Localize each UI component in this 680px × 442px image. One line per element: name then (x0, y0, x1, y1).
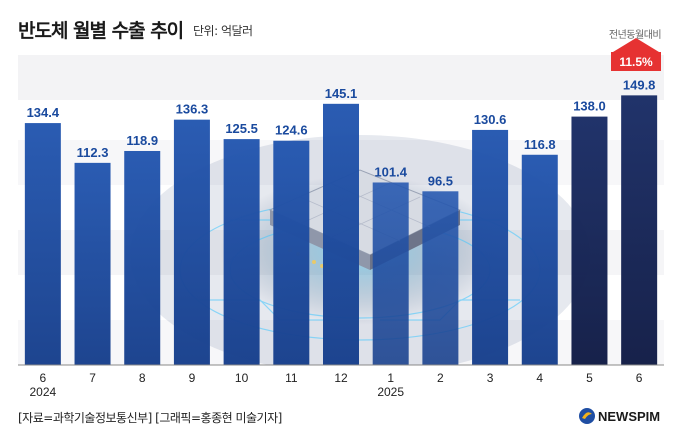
x-tick-labels-group: 6 7 8 9 10 11 12 1 2 3 4 5 6 (40, 371, 643, 385)
value-label-2: 118.9 (126, 133, 158, 148)
bar-7 (372, 182, 409, 365)
value-label-3: 136.3 (176, 102, 209, 117)
x-tick-label-1: 7 (89, 371, 96, 385)
yoy-caption: 전년동월대비 (608, 30, 662, 41)
x-tick-label-8: 2 (437, 371, 444, 385)
chart-title: 반도체 월별 수출 추이 (18, 20, 184, 42)
bar-9 (472, 129, 509, 365)
value-label-7: 101.4 (374, 164, 407, 179)
newspim-logo: NEWSPIM (579, 408, 660, 424)
unit-label: 단위: 억달러 (193, 24, 253, 38)
value-label-6: 145.1 (325, 86, 358, 101)
up-arrow-icon (613, 38, 659, 52)
x-tick-label-7: 1 (387, 371, 394, 385)
bar-0 (24, 123, 61, 365)
value-label-8: 96.5 (428, 173, 453, 188)
bar-12 (621, 95, 658, 366)
yoy-change-value: 11.5% (619, 55, 653, 69)
value-label-11: 138.0 (573, 99, 606, 114)
bar-3 (173, 119, 210, 365)
value-label-1: 112.3 (77, 145, 109, 160)
year-label-0: 2024 (29, 385, 56, 399)
value-label-0: 134.4 (27, 105, 60, 120)
bar-1 (74, 162, 111, 365)
x-tick-label-3: 9 (189, 371, 196, 385)
bar-2 (124, 150, 161, 365)
value-label-12: 149.8 (623, 77, 656, 92)
bar-6 (323, 103, 359, 365)
x-tick-label-5: 11 (285, 371, 298, 385)
x-tick-label-12: 6 (636, 371, 643, 385)
bars-group (24, 95, 658, 366)
value-label-10: 116.8 (524, 137, 556, 152)
x-tick-label-0: 6 (40, 371, 47, 385)
year-label-7: 2025 (377, 385, 404, 399)
source-credit: [자료=과학기술정보통신부] [그래픽=홍종현 미술기자] (18, 411, 282, 425)
x-tick-label-10: 4 (536, 371, 543, 385)
bar-11 (571, 116, 608, 365)
bar-8 (422, 191, 459, 365)
value-label-9: 130.6 (474, 112, 507, 127)
bar-10 (521, 154, 558, 365)
yoy-change-badge: 11.5% (611, 38, 661, 71)
x-tick-label-9: 3 (487, 371, 494, 385)
year-labels-group: 2024 2025 (29, 385, 404, 399)
x-tick-label-2: 8 (139, 371, 146, 385)
x-tick-label-4: 10 (235, 371, 249, 385)
logo-text: NEWSPIM (598, 409, 660, 424)
x-tick-label-6: 12 (334, 371, 348, 385)
value-labels-group: 134.4 112.3 118.9 136.3 125.5 124.6 145.1 101.4… (27, 77, 656, 188)
value-label-4: 125.5 (225, 121, 258, 136)
x-tick-label-11: 5 (586, 371, 593, 385)
bar-4 (223, 139, 260, 365)
bar-5 (273, 140, 310, 365)
value-label-5: 124.6 (275, 123, 308, 138)
